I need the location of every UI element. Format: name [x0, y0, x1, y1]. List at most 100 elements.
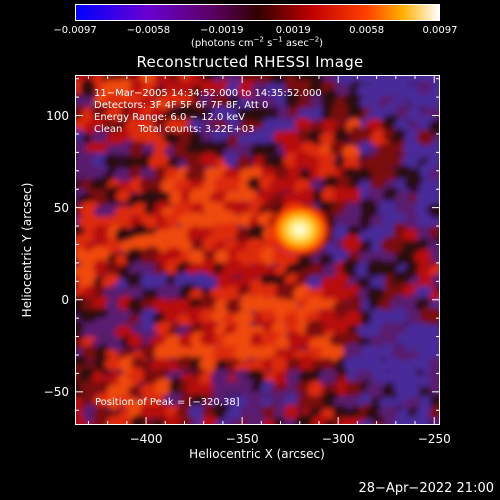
image-pixel [419, 355, 434, 374]
image-pixel [162, 284, 181, 299]
image-pixel [139, 403, 155, 421]
y-tick-label: 100 [46, 108, 69, 123]
x-tick-label: −400 [129, 432, 163, 446]
image-pixel [200, 415, 220, 425]
image-pixel [125, 398, 146, 411]
image-pixel [262, 418, 277, 425]
axis-ticks [75, 75, 440, 425]
image-pixel [160, 91, 182, 107]
image-pixel [318, 308, 338, 327]
image-pixel [252, 155, 267, 170]
image-pixel [342, 234, 361, 253]
image-pixel [203, 320, 219, 336]
image-pixel [150, 403, 172, 421]
image-pixel [260, 95, 279, 108]
image-pixel [331, 102, 351, 122]
chart-title: Reconstructed RHESSI Image [136, 53, 364, 71]
image-pixel [320, 89, 340, 109]
image-pixel [330, 317, 349, 338]
image-pixel [199, 332, 218, 346]
image-pixel [248, 224, 268, 243]
image-pixel [344, 202, 364, 219]
colorbar-tick-label: 0.0019 [275, 25, 311, 36]
annotation-time-range: 11−Mar−2005 14:34:52.000 to 14:35:52.000 [94, 88, 322, 99]
image-pixel [307, 107, 327, 123]
image-pixel [105, 105, 126, 123]
image-pixel [245, 414, 266, 425]
image-pixel [429, 225, 440, 239]
image-pixel [347, 294, 363, 314]
image-pixel [240, 264, 257, 280]
image-pixel [246, 176, 264, 192]
image-pixel [140, 272, 158, 290]
image-pixel [233, 345, 253, 361]
image-pixel [429, 249, 440, 263]
image-pixel [299, 354, 316, 375]
image-pixel [250, 331, 265, 349]
image-pixel [427, 306, 440, 324]
image-pixel [344, 380, 365, 396]
x-axis-label: Heliocentric X (arcsec) [189, 447, 325, 461]
image-pixel [104, 261, 122, 276]
image-pixel [377, 200, 399, 218]
image-pixel [334, 82, 350, 98]
annotation-energy-range: Energy Range: 6.0 − 12.0 keV [94, 112, 245, 123]
image-pixel [245, 238, 266, 254]
image-pixel [249, 282, 268, 300]
image-pixel [329, 332, 351, 348]
image-pixel [402, 139, 422, 159]
image-pixel [223, 151, 239, 168]
image-pixel [93, 259, 109, 277]
image-plot [75, 75, 440, 425]
image-pixel [294, 117, 313, 132]
image-pixel [378, 397, 397, 410]
image-pixel [404, 75, 422, 83]
image-pixel [295, 380, 312, 395]
image-pixel [200, 79, 218, 95]
image-pixel [345, 187, 363, 203]
image-pixel [365, 118, 385, 132]
y-tick-label: 0 [61, 292, 69, 307]
image-pixel [428, 119, 440, 136]
image-pixel [130, 414, 148, 425]
image-pixel [381, 154, 399, 167]
image-pixel [78, 367, 96, 385]
image-pixel [177, 418, 197, 425]
peak-source [265, 199, 334, 260]
image-pixel [368, 294, 384, 314]
image-pixel [140, 246, 162, 266]
image-pixel [319, 132, 339, 146]
image-pixel [263, 142, 280, 155]
image-pixel [250, 82, 270, 99]
image-pixel [383, 285, 398, 301]
image-pixel [216, 270, 232, 291]
image-pixel [406, 357, 423, 370]
image-pixel [391, 307, 409, 325]
annotation-counts: Clean Total counts: 3.22E+03 [94, 124, 255, 135]
x-tick-label: −250 [417, 432, 451, 446]
image-pixel [104, 357, 123, 371]
image-pixel [429, 91, 440, 110]
image-pixel [402, 228, 421, 243]
image-pixel [306, 296, 325, 312]
colorbar-tick-label: 0.0058 [349, 25, 385, 36]
image-pixel [233, 311, 255, 325]
image-pixel [224, 191, 242, 204]
image-pixel [307, 380, 324, 399]
peak-position-label: Position of Peak = [−320,38] [95, 397, 240, 408]
image-pixel [344, 395, 361, 410]
image-pixel [323, 418, 339, 425]
plot-timestamp: 28−Apr−2022 21:00 [358, 481, 495, 496]
image-pixel [128, 367, 145, 385]
image-pixel [223, 259, 244, 277]
image-pixel [103, 153, 120, 170]
image-pixel [406, 308, 423, 329]
image-pixel [403, 177, 420, 190]
image-pixel [297, 187, 318, 204]
image-pixel [204, 166, 220, 181]
image-pixel [80, 78, 96, 97]
image-pixel [260, 309, 278, 323]
image-pixel [415, 418, 431, 425]
image-pixel [139, 75, 157, 84]
image-pixel [407, 107, 424, 123]
